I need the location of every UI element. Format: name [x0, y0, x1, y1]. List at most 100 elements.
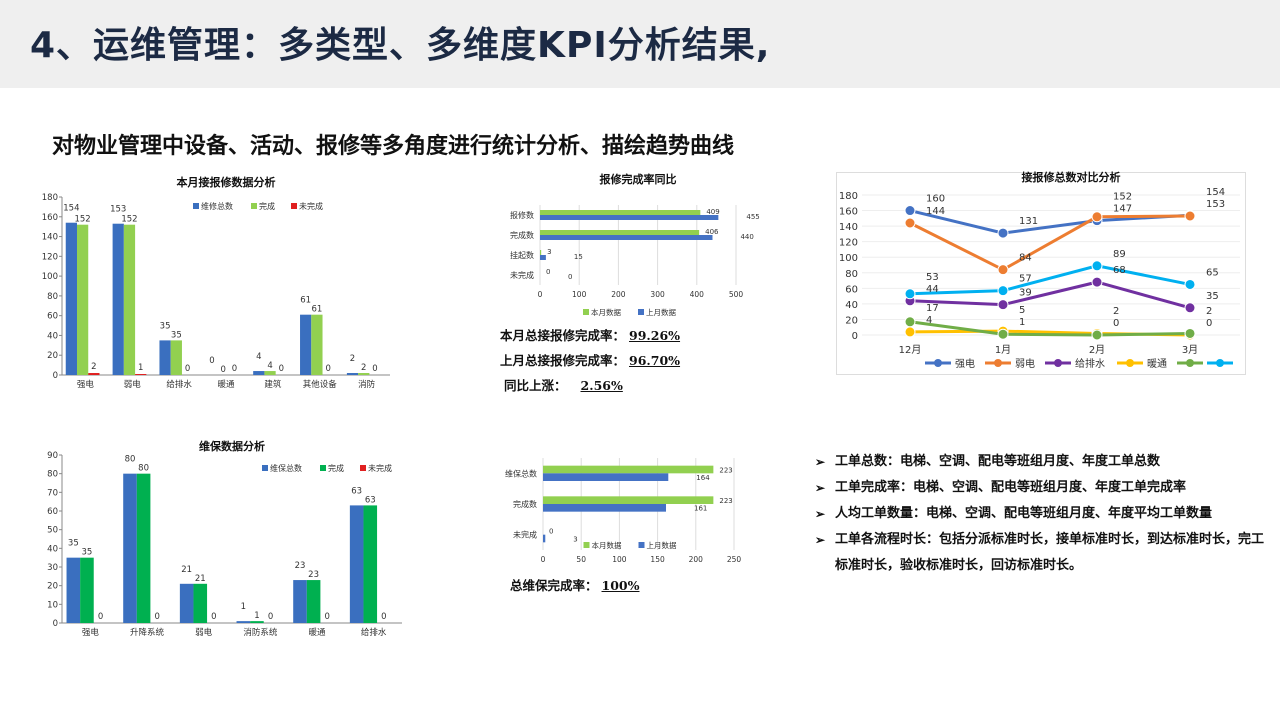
y-tick-label: 0	[852, 331, 858, 342]
data-label: 0	[220, 365, 225, 375]
y-tick-label: 报修数	[510, 210, 534, 220]
data-label: 0	[209, 356, 214, 366]
y-tick-label: 完成数	[513, 499, 537, 509]
data-label: 0	[211, 612, 216, 622]
legend-swatch	[360, 465, 366, 471]
data-point	[904, 205, 916, 217]
data-label: 406	[705, 228, 719, 236]
bar	[543, 473, 669, 481]
data-label: 63	[365, 495, 376, 505]
bar	[76, 224, 89, 375]
data-label: 0	[546, 268, 550, 276]
data-label: 2	[361, 363, 366, 373]
page-title: 4、运维管理：多类型、多维度KPI分析结果,	[30, 25, 771, 66]
x-tick-label: 50	[576, 555, 586, 564]
data-point	[997, 264, 1009, 276]
y-tick-label: 20	[47, 582, 58, 592]
x-tick-label: 消防系统	[243, 627, 278, 638]
data-label: 2	[91, 362, 96, 372]
series-line	[909, 264, 1191, 296]
y-tick-label: 120	[42, 252, 58, 262]
data-point	[1091, 211, 1103, 223]
bar	[540, 250, 542, 255]
stat-row: 总维保完成率： 100%	[510, 575, 640, 594]
data-label: 131	[1019, 216, 1038, 227]
legend-marker	[1216, 359, 1224, 367]
data-label: 223	[719, 497, 732, 505]
y-tick-label: 140	[839, 222, 858, 233]
bullet-item: 工单各流程时长：包括分派标准时长，接单标准时长，到达标准时长，完工标准时长，验收…	[815, 527, 1275, 579]
legend-swatch	[638, 542, 645, 548]
data-label: 1	[1019, 317, 1025, 328]
data-label: 409	[706, 208, 719, 216]
data-point	[997, 227, 1009, 239]
data-label: 53	[926, 272, 939, 283]
bar	[540, 235, 713, 240]
legend-marker	[1054, 359, 1062, 367]
data-label: 1	[138, 363, 143, 373]
bar	[136, 473, 151, 623]
data-label: 0	[232, 364, 237, 374]
legend-swatch	[291, 203, 297, 209]
data-label: 153	[110, 205, 126, 215]
x-tick-label: 暖通	[217, 379, 235, 390]
y-tick-label: 60	[845, 284, 858, 295]
data-label: 152	[1113, 192, 1132, 203]
stat-value: 2.56%	[580, 378, 623, 393]
y-tick-label: 维保总数	[505, 468, 537, 478]
bar	[253, 371, 265, 375]
y-tick-label: 20	[47, 351, 58, 361]
x-tick-label: 500	[729, 290, 744, 299]
bar	[540, 215, 719, 220]
bar	[123, 224, 136, 375]
data-label: 0	[185, 364, 190, 374]
stat-label: 同比上涨：	[504, 378, 567, 393]
series-line	[909, 280, 1191, 310]
x-tick-label: 弱电	[124, 379, 142, 390]
y-tick-label: 90	[47, 451, 58, 461]
data-label: 0	[568, 273, 572, 281]
stat-row: 本月总接报修完成率： 99.26%	[500, 325, 680, 344]
legend-label: 上月数据	[646, 307, 676, 317]
x-tick-label: 建筑	[264, 379, 282, 390]
data-label: 0	[1206, 318, 1212, 329]
y-tick-label: 100	[839, 253, 858, 264]
header-band	[0, 0, 1280, 88]
data-label: 80	[138, 464, 149, 474]
data-point	[1091, 276, 1103, 288]
y-tick-label: 完成数	[510, 230, 534, 240]
data-label: 154	[1206, 187, 1225, 198]
data-label: 152	[74, 215, 90, 225]
data-label: 0	[372, 364, 377, 374]
legend-label: 本月数据	[592, 540, 622, 550]
data-label: 164	[696, 474, 710, 482]
data-label: 4	[926, 315, 932, 326]
legend-label: 维修总数	[201, 201, 233, 211]
y-tick-label: 40	[47, 544, 58, 554]
y-tick-label: 80	[47, 292, 58, 302]
y-tick-label: 70	[47, 488, 58, 498]
stat-value: 99.26%	[629, 328, 681, 343]
bar	[358, 373, 370, 375]
legend-swatch	[638, 309, 644, 315]
data-label: 35	[1206, 291, 1219, 302]
bar	[135, 374, 147, 375]
data-label: 0	[549, 528, 553, 536]
data-label: 147	[1113, 204, 1132, 215]
data-label: 440	[740, 233, 753, 241]
data-label: 223	[719, 466, 732, 474]
data-label: 144	[926, 206, 945, 217]
stat-label: 上月总接报修完成率：	[500, 353, 626, 368]
kpi-bullets: 工单总数：电梯、空调、配电等班组月度、年度工单总数 工单完成率：电梯、空调、配电…	[815, 449, 1275, 579]
y-tick-label: 60	[47, 312, 58, 322]
y-tick-label: 180	[42, 193, 58, 203]
bar	[80, 557, 94, 623]
data-label: 1	[254, 611, 259, 621]
x-tick-label: 200	[611, 290, 626, 299]
data-label: 35	[68, 539, 79, 549]
legend-label: 弱电	[1015, 357, 1035, 370]
x-tick-label: 暖通	[308, 627, 326, 638]
data-point	[1184, 278, 1196, 290]
stat-value: 100%	[601, 578, 640, 593]
data-label: 0	[1113, 318, 1119, 329]
